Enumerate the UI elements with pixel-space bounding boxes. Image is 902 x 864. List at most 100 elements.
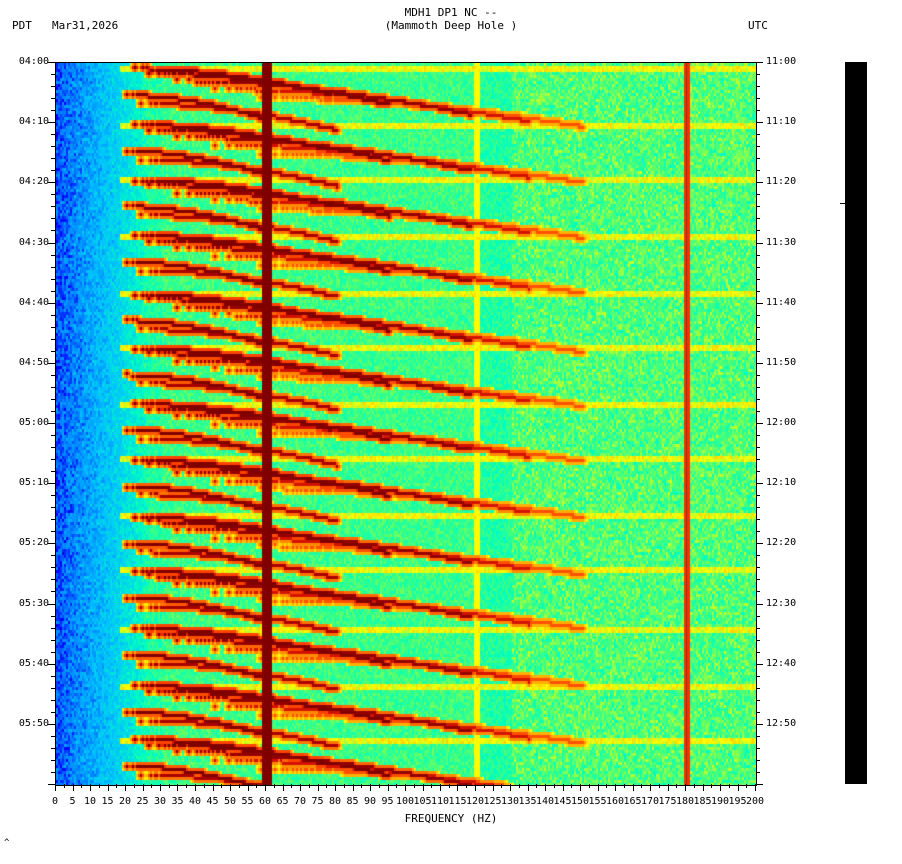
x-axis-tick bbox=[353, 784, 354, 791]
y-axis-tick bbox=[756, 688, 760, 689]
y-axis-tick bbox=[756, 158, 760, 159]
y-axis-right-tick-label: 12:40 bbox=[766, 657, 797, 669]
x-axis-tick bbox=[318, 784, 319, 791]
x-axis-minor-tick bbox=[554, 784, 555, 788]
y-axis-right-tick-label: 12:20 bbox=[766, 537, 797, 549]
x-axis-tick-label: 60 bbox=[258, 796, 272, 807]
y-axis-left-tick-label: 05:40 bbox=[18, 657, 49, 669]
y-axis-tick bbox=[51, 158, 55, 159]
x-axis-tick bbox=[405, 784, 406, 791]
y-axis-tick bbox=[51, 255, 55, 256]
x-axis-minor-tick bbox=[694, 784, 695, 788]
x-axis-tick bbox=[633, 784, 634, 791]
x-axis-tick-label: 85 bbox=[346, 796, 359, 807]
x-axis-tick-label: 50 bbox=[223, 796, 237, 807]
y-axis-tick bbox=[756, 507, 760, 508]
y-axis-tick bbox=[48, 303, 55, 304]
y-axis-left-tick-label: 04:50 bbox=[18, 356, 49, 368]
y-axis-tick bbox=[51, 86, 55, 87]
x-axis-minor-tick bbox=[624, 784, 625, 788]
y-axis-tick bbox=[756, 399, 760, 400]
y-axis-tick bbox=[51, 519, 55, 520]
y-axis-left-tick-label: 05:00 bbox=[18, 417, 49, 428]
y-axis-left-tick-label: 04:40 bbox=[18, 296, 49, 308]
x-axis-minor-tick bbox=[396, 784, 397, 788]
y-axis-tick bbox=[756, 339, 760, 340]
y-axis-tick bbox=[756, 435, 760, 436]
y-axis-tick bbox=[756, 712, 760, 713]
y-axis-tick bbox=[51, 676, 55, 677]
y-axis-tick bbox=[756, 375, 760, 376]
x-axis-minor-tick bbox=[134, 784, 135, 788]
x-axis-minor-tick bbox=[449, 784, 450, 788]
x-axis-minor-tick bbox=[204, 784, 205, 788]
y-axis-tick bbox=[756, 315, 760, 316]
y-axis-tick bbox=[51, 736, 55, 737]
x-axis-tick bbox=[563, 784, 564, 791]
x-axis-tick bbox=[457, 784, 458, 791]
y-axis-right-tick-label: 12:30 bbox=[766, 597, 797, 609]
x-axis-minor-tick bbox=[484, 784, 485, 788]
y-axis-tick bbox=[756, 62, 763, 63]
y-axis-tick bbox=[756, 640, 760, 641]
y-axis-tick bbox=[51, 218, 55, 219]
x-axis-minor-tick bbox=[501, 784, 502, 788]
y-axis-tick bbox=[51, 134, 55, 135]
y-axis-tick bbox=[756, 676, 760, 677]
x-axis-tick-label: 35 bbox=[171, 796, 184, 807]
x-axis-minor-tick bbox=[519, 784, 520, 788]
y-axis-tick bbox=[756, 760, 760, 761]
y-axis-right-tick-label: 12:00 bbox=[766, 417, 797, 428]
y-axis-tick bbox=[48, 784, 55, 785]
x-axis-tick-label: 25 bbox=[136, 796, 149, 807]
x-axis-tick-label: 75 bbox=[311, 796, 324, 807]
x-axis-tick-label: 165 bbox=[623, 796, 642, 807]
x-axis-tick bbox=[528, 784, 529, 791]
y-axis-tick bbox=[51, 339, 55, 340]
y-axis-left-tick-label: 04:20 bbox=[18, 176, 49, 188]
y-axis-tick bbox=[756, 182, 763, 183]
spectrogram-plot bbox=[55, 62, 757, 786]
y-axis-right-tick-label: 11:50 bbox=[766, 356, 797, 368]
y-axis-tick bbox=[51, 471, 55, 472]
x-axis-minor-tick bbox=[221, 784, 222, 788]
x-axis-tick bbox=[73, 784, 74, 791]
y-axis-tick bbox=[48, 182, 55, 183]
y-axis-right-tick-label: 11:10 bbox=[766, 116, 797, 128]
y-axis-left-tick-label: 05:10 bbox=[18, 477, 49, 489]
y-axis-tick bbox=[756, 700, 760, 701]
x-axis-minor-tick bbox=[344, 784, 345, 788]
x-axis-minor-tick bbox=[379, 784, 380, 788]
y-axis-tick bbox=[756, 218, 760, 219]
x-axis-tick-label: 90 bbox=[363, 796, 377, 807]
y-axis-right-tick-label: 12:10 bbox=[766, 477, 797, 489]
x-axis-tick bbox=[545, 784, 546, 791]
x-axis-tick-label: 120 bbox=[465, 796, 485, 807]
y-axis-tick bbox=[48, 122, 55, 123]
y-axis-tick bbox=[756, 86, 760, 87]
y-axis-tick bbox=[756, 736, 760, 737]
x-axis-tick bbox=[370, 784, 371, 791]
y-axis-tick bbox=[756, 664, 763, 665]
y-axis-tick bbox=[51, 591, 55, 592]
y-axis-tick bbox=[51, 628, 55, 629]
y-axis-tick bbox=[48, 363, 55, 364]
corner-mark: ^ bbox=[4, 838, 10, 848]
timezone-left-label: PDT bbox=[12, 19, 32, 32]
x-axis-tick-label: 195 bbox=[728, 796, 747, 807]
x-axis-tick bbox=[493, 784, 494, 791]
date-label: Mar31,2026 bbox=[52, 19, 119, 32]
x-axis-tick-label: 140 bbox=[535, 796, 555, 807]
x-axis-tick bbox=[598, 784, 599, 791]
y-axis-tick bbox=[48, 423, 55, 424]
x-axis-tick-label: 160 bbox=[605, 796, 625, 807]
y-axis-tick bbox=[51, 459, 55, 460]
x-axis-tick bbox=[423, 784, 424, 791]
x-axis-tick bbox=[738, 784, 739, 791]
y-axis-tick bbox=[756, 604, 763, 605]
x-axis-tick-label: 65 bbox=[276, 796, 289, 807]
y-axis-tick bbox=[756, 134, 760, 135]
y-axis-tick bbox=[756, 784, 763, 785]
chart-title-location: (Mammoth Deep Hole ) bbox=[384, 19, 518, 32]
y-axis-tick bbox=[51, 748, 55, 749]
